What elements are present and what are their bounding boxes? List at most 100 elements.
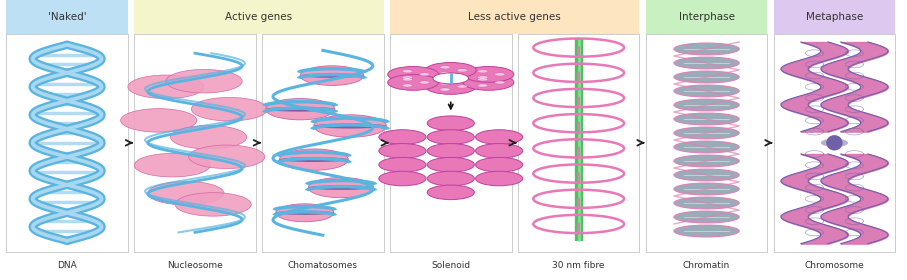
- Circle shape: [403, 84, 413, 87]
- Circle shape: [387, 67, 438, 82]
- Ellipse shape: [674, 183, 739, 195]
- Ellipse shape: [674, 43, 739, 55]
- Ellipse shape: [266, 107, 335, 112]
- Circle shape: [478, 78, 488, 81]
- FancyBboxPatch shape: [390, 0, 639, 34]
- Ellipse shape: [674, 141, 739, 153]
- Ellipse shape: [276, 211, 334, 215]
- Text: Chromosome: Chromosome: [805, 262, 864, 270]
- Ellipse shape: [308, 185, 374, 190]
- Circle shape: [427, 185, 474, 200]
- Circle shape: [427, 144, 474, 158]
- Circle shape: [475, 144, 522, 158]
- Circle shape: [419, 81, 430, 84]
- Circle shape: [379, 171, 426, 186]
- Ellipse shape: [674, 71, 739, 83]
- Ellipse shape: [674, 127, 739, 139]
- Circle shape: [440, 66, 450, 69]
- FancyBboxPatch shape: [774, 34, 895, 252]
- Circle shape: [425, 62, 476, 78]
- Ellipse shape: [674, 155, 739, 167]
- Circle shape: [403, 70, 413, 73]
- Circle shape: [419, 73, 430, 76]
- Ellipse shape: [674, 225, 739, 237]
- Circle shape: [427, 157, 474, 172]
- Text: Metaphase: Metaphase: [805, 12, 863, 22]
- Ellipse shape: [674, 211, 739, 223]
- Circle shape: [314, 115, 386, 137]
- Ellipse shape: [674, 99, 739, 111]
- Text: Active genes: Active genes: [225, 12, 293, 22]
- Ellipse shape: [826, 135, 843, 151]
- Circle shape: [308, 178, 374, 198]
- Circle shape: [279, 149, 348, 170]
- Circle shape: [463, 74, 514, 90]
- Circle shape: [379, 144, 426, 158]
- Circle shape: [457, 69, 467, 72]
- Ellipse shape: [300, 73, 364, 78]
- Circle shape: [128, 75, 204, 99]
- FancyBboxPatch shape: [774, 0, 895, 34]
- Circle shape: [266, 99, 335, 120]
- Ellipse shape: [314, 123, 386, 129]
- Circle shape: [175, 193, 251, 216]
- Circle shape: [495, 81, 505, 84]
- Circle shape: [457, 85, 467, 88]
- Circle shape: [189, 145, 265, 169]
- Circle shape: [475, 130, 522, 144]
- Circle shape: [166, 69, 242, 93]
- Circle shape: [300, 66, 364, 85]
- Text: Chromatin: Chromatin: [683, 262, 730, 270]
- Circle shape: [478, 76, 488, 79]
- Circle shape: [171, 125, 247, 149]
- Circle shape: [425, 79, 476, 94]
- Text: Less active genes: Less active genes: [468, 12, 561, 22]
- Circle shape: [276, 204, 334, 222]
- Text: Chomatosomes: Chomatosomes: [288, 262, 358, 270]
- Circle shape: [440, 72, 450, 75]
- FancyBboxPatch shape: [390, 34, 512, 252]
- Circle shape: [121, 109, 197, 132]
- Circle shape: [427, 116, 474, 130]
- Ellipse shape: [674, 57, 739, 69]
- FancyBboxPatch shape: [518, 34, 639, 252]
- Circle shape: [433, 73, 469, 84]
- FancyBboxPatch shape: [646, 0, 767, 34]
- Ellipse shape: [821, 139, 848, 147]
- Circle shape: [463, 67, 514, 82]
- Ellipse shape: [674, 113, 739, 125]
- Text: Nucleosome: Nucleosome: [167, 262, 223, 270]
- Circle shape: [191, 97, 268, 121]
- Circle shape: [427, 171, 474, 186]
- Circle shape: [379, 157, 426, 172]
- Circle shape: [440, 88, 450, 91]
- FancyBboxPatch shape: [134, 0, 384, 34]
- Circle shape: [148, 181, 224, 205]
- Ellipse shape: [279, 157, 348, 162]
- Text: Solenoid: Solenoid: [431, 262, 471, 270]
- Ellipse shape: [674, 197, 739, 209]
- Circle shape: [379, 130, 426, 144]
- Ellipse shape: [674, 169, 739, 181]
- FancyBboxPatch shape: [646, 34, 767, 252]
- FancyBboxPatch shape: [134, 34, 256, 252]
- FancyBboxPatch shape: [262, 34, 384, 252]
- FancyBboxPatch shape: [6, 0, 128, 34]
- Circle shape: [495, 73, 505, 76]
- Circle shape: [440, 82, 450, 85]
- Circle shape: [475, 157, 522, 172]
- Circle shape: [387, 74, 438, 90]
- Ellipse shape: [674, 85, 739, 97]
- Circle shape: [478, 84, 488, 87]
- FancyBboxPatch shape: [6, 34, 128, 252]
- Circle shape: [475, 171, 522, 186]
- Circle shape: [403, 78, 413, 81]
- Text: 'Naked': 'Naked': [48, 12, 86, 22]
- Circle shape: [478, 70, 488, 73]
- Circle shape: [134, 153, 210, 177]
- Text: 30 nm fibre: 30 nm fibre: [552, 262, 605, 270]
- Circle shape: [427, 130, 474, 144]
- Circle shape: [403, 76, 413, 79]
- Text: DNA: DNA: [57, 262, 77, 270]
- Text: Interphase: Interphase: [678, 12, 735, 22]
